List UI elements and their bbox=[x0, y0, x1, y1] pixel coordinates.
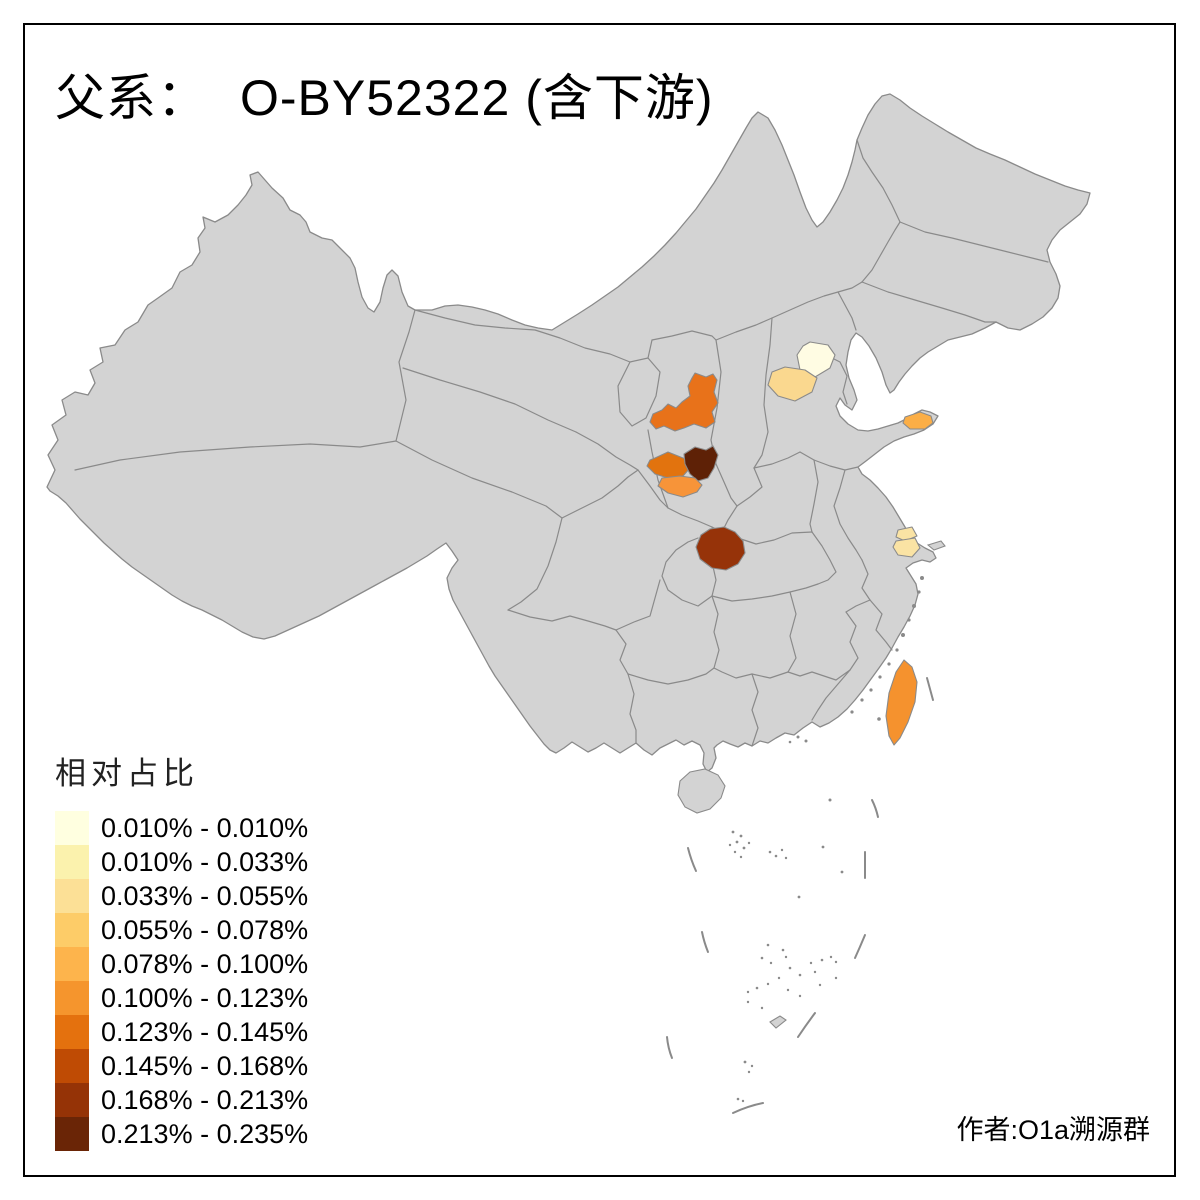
legend-class-label: 0.168% - 0.213% bbox=[101, 1084, 309, 1115]
legend-classes: 0.010% - 0.010% 0.010% - 0.033% 0.033% - 0… bbox=[55, 811, 308, 1151]
region-taiwan bbox=[885, 659, 918, 746]
author-caption: 作者:O1a溯源群 bbox=[956, 1115, 1150, 1145]
legend-row: 0.010% - 0.033% bbox=[55, 845, 308, 879]
legend-class-label: 0.010% - 0.033% bbox=[101, 846, 309, 877]
china-mainland bbox=[46, 93, 1091, 773]
spratly-islet bbox=[769, 1015, 787, 1029]
legend-class-label: 0.123% - 0.145% bbox=[101, 1016, 309, 1047]
colored-regions bbox=[646, 341, 934, 746]
legend-row: 0.213% - 0.235% bbox=[55, 1117, 308, 1151]
legend-swatch bbox=[55, 981, 89, 1015]
title-lineage-label: 父系： bbox=[55, 70, 208, 126]
region-yanan bbox=[649, 372, 719, 432]
island-specks bbox=[728, 576, 924, 1103]
region-suzhou bbox=[892, 537, 921, 558]
legend-row: 0.145% - 0.168% bbox=[55, 1049, 308, 1083]
legend-row: 0.168% - 0.213% bbox=[55, 1083, 308, 1117]
region-weihai bbox=[902, 411, 934, 430]
region-xian bbox=[657, 475, 703, 498]
title-downstream-note: (含下游) bbox=[525, 70, 714, 126]
legend-title: 相对占比 bbox=[55, 756, 199, 791]
chongming-island bbox=[926, 540, 946, 551]
region-baoding bbox=[767, 366, 818, 402]
legend-swatch bbox=[55, 845, 89, 879]
plot-title: 父系： O-BY52322 (含下游) bbox=[55, 58, 714, 130]
legend-swatch bbox=[55, 879, 89, 913]
legend-row: 0.055% - 0.078% bbox=[55, 913, 308, 947]
islands bbox=[677, 540, 946, 1029]
legend-class-label: 0.145% - 0.168% bbox=[101, 1050, 309, 1081]
legend-swatch bbox=[55, 1117, 89, 1151]
legend-row: 0.100% - 0.123% bbox=[55, 981, 308, 1015]
legend-class-label: 0.055% - 0.078% bbox=[101, 914, 309, 945]
region-shiyan bbox=[695, 526, 746, 571]
legend-swatch bbox=[55, 1083, 89, 1117]
hainan-island bbox=[677, 768, 726, 814]
legend: 相对占比 0.010% - 0.010% 0.010% - 0.033% 0.033… bbox=[55, 748, 308, 1151]
legend-swatch bbox=[55, 947, 89, 981]
legend-swatch bbox=[55, 811, 89, 845]
legend-swatch bbox=[55, 913, 89, 947]
legend-row: 0.123% - 0.145% bbox=[55, 1015, 308, 1049]
legend-row: 0.033% - 0.055% bbox=[55, 879, 308, 913]
legend-row: 0.010% - 0.010% bbox=[55, 811, 308, 845]
legend-swatch bbox=[55, 1015, 89, 1049]
legend-class-label: 0.033% - 0.055% bbox=[101, 880, 309, 911]
region-weinan bbox=[683, 445, 719, 482]
province-borders bbox=[74, 139, 1049, 747]
legend-class-label: 0.078% - 0.100% bbox=[101, 948, 309, 979]
legend-class-label: 0.100% - 0.123% bbox=[101, 982, 309, 1013]
legend-swatch bbox=[55, 1049, 89, 1083]
title-haplogroup: O-BY52322 bbox=[240, 70, 511, 126]
legend-class-label: 0.213% - 0.235% bbox=[101, 1118, 309, 1149]
legend-row: 0.078% - 0.100% bbox=[55, 947, 308, 981]
nine-dash-line bbox=[666, 677, 934, 1114]
legend-class-label: 0.010% - 0.010% bbox=[101, 812, 309, 843]
